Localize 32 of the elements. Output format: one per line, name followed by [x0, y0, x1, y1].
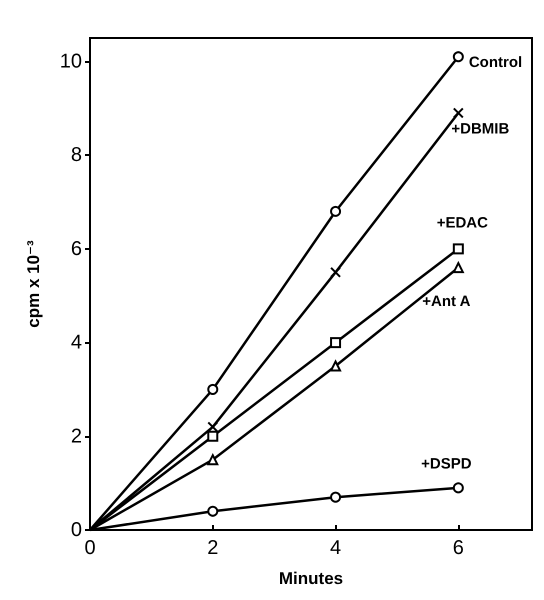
series-label: +DBMIB — [451, 120, 510, 138]
point — [330, 492, 342, 503]
x-tick-label: 0 — [84, 537, 96, 559]
point — [207, 506, 218, 517]
point — [330, 266, 342, 278]
point — [207, 454, 218, 466]
point — [207, 430, 218, 442]
y-axis-title: cpm x 10⁻³ — [24, 240, 43, 328]
series-label: Control — [468, 54, 522, 72]
series-label: +DSPD — [421, 455, 472, 472]
x-tick-label: 4 — [330, 537, 342, 559]
point — [452, 107, 464, 118]
point — [207, 421, 218, 432]
x-tick-label: 6 — [452, 537, 464, 559]
series-label: +EDAC — [436, 214, 488, 232]
point — [452, 262, 464, 274]
point — [330, 360, 342, 372]
x-tick-label: 2 — [207, 537, 218, 559]
y-tick-label: 10 — [60, 50, 82, 72]
y-tick-label: 6 — [70, 238, 82, 260]
point — [330, 206, 342, 217]
series-label: +Ant A — [422, 293, 471, 310]
y-tick-label: 4 — [70, 332, 82, 354]
point — [452, 482, 464, 494]
y-tick-label: 0 — [70, 519, 82, 541]
x-axis-title: Minutes — [278, 569, 344, 588]
y-tick-label: 8 — [70, 144, 82, 166]
point — [207, 384, 218, 395]
point — [330, 337, 342, 348]
point — [452, 51, 464, 62]
point — [452, 243, 464, 254]
y-tick-label: 2 — [70, 425, 82, 448]
